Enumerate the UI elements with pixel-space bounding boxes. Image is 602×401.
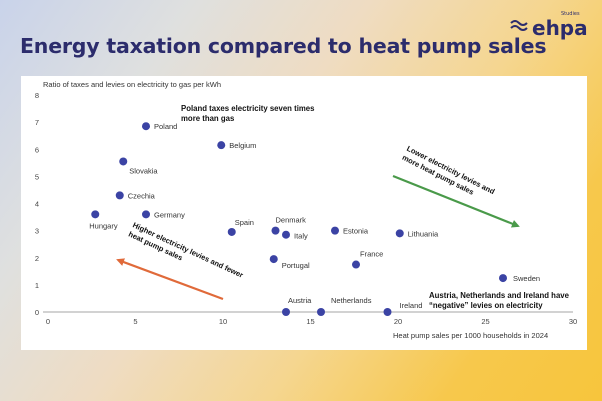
point-label: France <box>360 250 383 259</box>
point-label: Czechia <box>128 191 156 200</box>
x-tick-label: 5 <box>133 317 137 326</box>
negative-levies-line1: Austria, Netherlands and Ireland have <box>429 291 570 300</box>
point-label: Poland <box>154 122 177 131</box>
data-point <box>217 141 226 150</box>
x-axis-title: Heat pump sales per 1000 households in 2… <box>393 331 548 340</box>
point-label: Germany <box>154 210 185 219</box>
data-point <box>282 308 290 316</box>
y-tick-label: 2 <box>35 254 39 263</box>
y-tick-label: 6 <box>35 145 39 154</box>
y-axis-title: Ratio of taxes and levies on electricity… <box>43 80 221 89</box>
point-label: Ireland <box>400 301 423 310</box>
data-point <box>282 230 290 239</box>
poland-annotation-line1: Poland taxes electricity seven times <box>181 104 315 113</box>
point-label: Lithuania <box>408 229 439 238</box>
logo-wordmark: ehpa <box>532 16 588 40</box>
point-label: Portugal <box>282 261 310 270</box>
x-tick-label: 0 <box>46 317 50 326</box>
lower-levies-annotation: Lower electricity levies and more heat p… <box>401 144 497 197</box>
lower-levies-line1: Lower electricity levies and <box>405 144 496 196</box>
y-tick-label: 1 <box>35 281 39 290</box>
y-tick-label: 3 <box>35 227 39 236</box>
point-label: Belgium <box>229 141 256 150</box>
data-point <box>499 274 507 283</box>
data-point <box>142 210 150 219</box>
x-tick-label: 15 <box>306 317 314 326</box>
point-label: Estonia <box>343 227 369 236</box>
data-point <box>115 191 124 200</box>
point-label: Austria <box>288 296 312 305</box>
point-label: Denmark <box>276 216 307 225</box>
data-point <box>317 308 325 316</box>
data-point <box>142 122 150 131</box>
higher-levies-arrow <box>116 258 224 301</box>
scatter-chart: Ratio of taxes and levies on electricity… <box>35 80 577 340</box>
y-tick-label: 7 <box>35 118 39 127</box>
x-tick-label: 20 <box>394 317 402 326</box>
y-tick-labels: 0 1 2 3 4 5 6 7 8 <box>35 91 39 317</box>
point-label: Italy <box>294 232 308 241</box>
data-point <box>91 210 100 219</box>
data-point <box>331 226 339 235</box>
y-tick-label: 4 <box>35 200 39 209</box>
data-point <box>271 226 280 235</box>
data-points: Poland Belgium Slovakia Czechia Hungary Germa… <box>89 122 540 316</box>
x-tick-label: 30 <box>569 317 577 326</box>
data-point <box>119 157 128 166</box>
higher-levies-annotation: Higher electricity levies and fewer heat… <box>127 220 245 279</box>
point-label: Spain <box>235 218 254 227</box>
chart-panel: Ratio of taxes and levies on electricity… <box>21 76 587 350</box>
y-tick-label: 5 <box>35 172 39 181</box>
data-point <box>383 308 392 316</box>
y-tick-label: 8 <box>35 91 39 100</box>
data-point <box>227 227 236 236</box>
point-label: Slovakia <box>129 166 158 175</box>
logo-tagline: Studies <box>561 11 580 17</box>
page-title: Energy taxation compared to heat pump sa… <box>20 34 547 58</box>
ehpa-logo: ehpa Studies <box>510 10 588 40</box>
data-point <box>269 255 278 264</box>
lower-levies-arrow <box>392 174 520 228</box>
negative-levies-line2: “negative” levies on electricity <box>429 301 543 310</box>
ehpa-wave-icon <box>510 20 528 31</box>
point-label: Netherlands <box>331 296 372 305</box>
y-tick-label: 0 <box>35 308 39 317</box>
x-tick-labels: 0 5 10 15 20 25 30 <box>46 317 577 326</box>
x-tick-label: 10 <box>219 317 227 326</box>
point-label: Hungary <box>89 221 118 230</box>
point-label: Sweden <box>513 274 540 283</box>
poland-annotation-line2: more than gas <box>181 114 235 123</box>
data-point <box>352 260 360 269</box>
x-tick-label: 25 <box>481 317 489 326</box>
data-point <box>395 229 404 238</box>
